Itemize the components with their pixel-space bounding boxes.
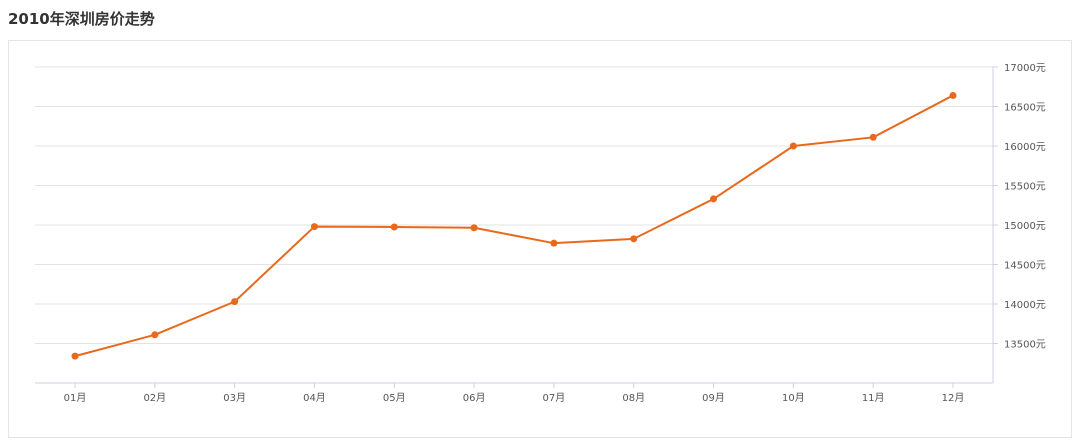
x-tick-label: 03月 [223, 392, 246, 404]
x-tick-label: 09月 [702, 392, 725, 404]
x-tick-label: 01月 [64, 392, 87, 404]
data-point [470, 224, 478, 232]
x-tick-label: 02月 [143, 392, 166, 404]
data-point [630, 235, 638, 243]
data-point [71, 352, 79, 360]
x-tick-label: 10月 [782, 392, 805, 404]
data-point [310, 223, 318, 231]
chart-title: 2010年深圳房价走势 [8, 10, 155, 28]
x-tick-label: 05月 [383, 392, 406, 404]
data-point [151, 331, 159, 339]
data-point [789, 142, 797, 150]
x-tick-label: 07月 [543, 392, 566, 404]
data-point [390, 223, 398, 231]
series-line [74, 94, 954, 358]
x-tick-label: 11月 [862, 392, 885, 404]
y-tick-label: 14500元 [1004, 261, 1046, 272]
data-point [231, 298, 239, 306]
y-tick-label: 14000元 [1004, 300, 1046, 311]
x-tick-label: 04月 [303, 392, 326, 404]
data-point [710, 195, 718, 203]
y-tick-label: 16000元 [1004, 142, 1046, 153]
x-tick-label: 06月 [463, 392, 486, 404]
x-tick-label: 08月 [622, 392, 645, 404]
y-tick-label: 17000元 [1004, 63, 1046, 74]
x-tick-label: 12月 [942, 392, 965, 404]
data-point [949, 91, 957, 99]
data-point [869, 133, 877, 141]
y-tick-label: 16500元 [1004, 103, 1046, 114]
y-tick-label: 15000元 [1004, 221, 1046, 232]
y-tick-label: 13500元 [1004, 340, 1046, 351]
data-point [550, 239, 558, 247]
y-tick-label: 15500元 [1004, 182, 1046, 193]
